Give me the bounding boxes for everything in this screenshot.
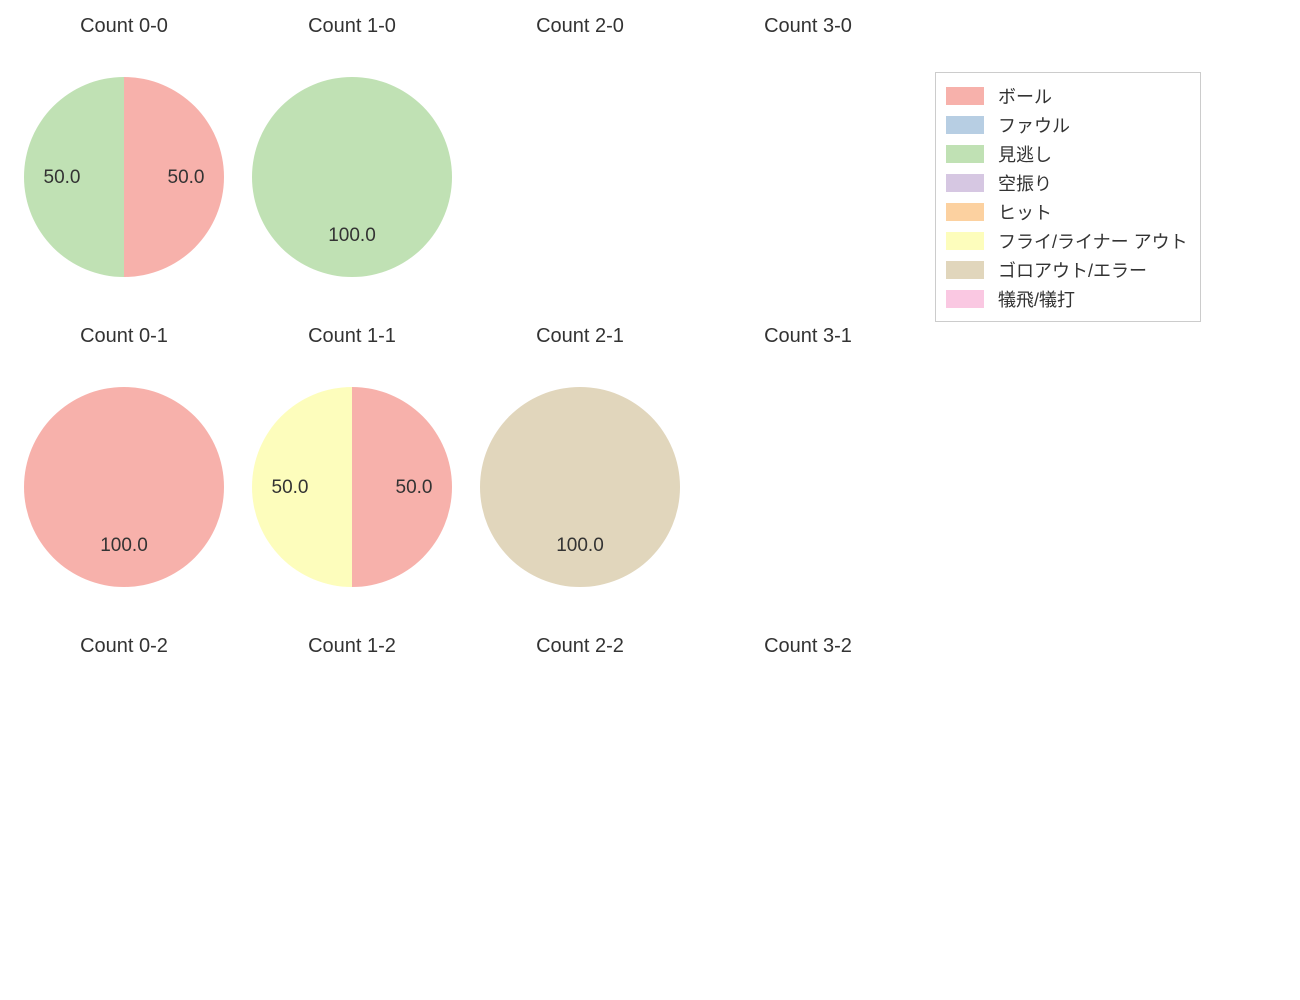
legend-swatch	[946, 116, 984, 134]
legend-label: 空振り	[998, 170, 1052, 196]
pie-wrap: 50.0 50.0	[252, 387, 452, 587]
pie-wrap	[708, 387, 908, 587]
chart-cell: Count 1-2	[238, 620, 466, 930]
cell-title: Count 1-0	[238, 15, 466, 38]
pie-value-label: 100.0	[556, 535, 604, 556]
pie-chart: 100.0	[24, 387, 224, 587]
chart-cell: Count 2-1 100.0	[466, 310, 694, 620]
legend-row: ボール	[946, 81, 1188, 110]
pie-wrap	[480, 77, 680, 277]
cell-title: Count 0-2	[10, 635, 238, 658]
chart-cell: Count 3-0	[694, 0, 922, 310]
pie-wrap: 50.0 50.0	[24, 77, 224, 277]
legend-swatch	[946, 203, 984, 221]
pie-value-label: 50.0	[168, 167, 205, 188]
legend-row: フライ/ライナー アウト	[946, 226, 1188, 255]
legend-swatch	[946, 174, 984, 192]
cell-title: Count 0-1	[10, 325, 238, 348]
chart-cell: Count 3-1	[694, 310, 922, 620]
cell-title: Count 3-2	[694, 635, 922, 658]
pie-chart: 50.0 50.0	[252, 387, 452, 587]
pie-chart: 50.0 50.0	[24, 77, 224, 277]
pie-chart	[708, 697, 908, 897]
chart-cell: Count 2-2	[466, 620, 694, 930]
pie-value-label: 50.0	[44, 167, 81, 188]
legend-label: フライ/ライナー アウト	[998, 228, 1188, 254]
legend-row: ヒット	[946, 197, 1188, 226]
legend-swatch	[946, 232, 984, 250]
pie-chart	[480, 697, 680, 897]
legend-swatch	[946, 145, 984, 163]
chart-cell: Count 3-2	[694, 620, 922, 930]
pie-value-label: 50.0	[272, 477, 309, 498]
pie-chart	[708, 77, 908, 277]
pie-value-label: 50.0	[396, 477, 433, 498]
legend-swatch	[946, 87, 984, 105]
pie-chart: 100.0	[252, 77, 452, 277]
pie-chart	[708, 387, 908, 587]
pie-wrap	[708, 697, 908, 897]
legend-row: 犠飛/犠打	[946, 284, 1188, 313]
pie-value-label: 100.0	[100, 535, 148, 556]
legend-row: ファウル	[946, 110, 1188, 139]
legend-label: 見逃し	[998, 141, 1052, 167]
legend-row: ゴロアウト/エラー	[946, 255, 1188, 284]
chart-cell: Count 0-1 100.0	[10, 310, 238, 620]
pie-wrap: 100.0	[252, 77, 452, 277]
pie-slice	[24, 387, 224, 587]
chart-cell: Count 2-0	[466, 0, 694, 310]
pie-wrap	[480, 697, 680, 897]
pie-chart	[252, 697, 452, 897]
chart-cell: Count 1-1 50.0 50.0	[238, 310, 466, 620]
chart-cell: Count 0-0 50.0 50.0	[10, 0, 238, 310]
pie-wrap	[24, 697, 224, 897]
legend-swatch	[946, 261, 984, 279]
cell-title: Count 3-1	[694, 325, 922, 348]
legend: ボールファウル見逃し空振りヒットフライ/ライナー アウトゴロアウト/エラー犠飛/…	[935, 72, 1201, 322]
pie-wrap	[708, 77, 908, 277]
chart-grid-container: Count 0-0 50.0 50.0 Count 1-0 100.0 Count 2-0…	[0, 0, 1300, 1000]
cell-title: Count 2-2	[466, 635, 694, 658]
cell-title: Count 0-0	[10, 15, 238, 38]
legend-label: ゴロアウト/エラー	[998, 257, 1147, 283]
pie-slice	[252, 77, 452, 277]
legend-row: 空振り	[946, 168, 1188, 197]
pie-chart	[480, 77, 680, 277]
pie-chart: 100.0	[480, 387, 680, 587]
pie-chart	[24, 697, 224, 897]
legend-row: 見逃し	[946, 139, 1188, 168]
pie-slice	[480, 387, 680, 587]
legend-label: 犠飛/犠打	[998, 286, 1075, 312]
legend-label: ヒット	[998, 199, 1052, 225]
cell-title: Count 2-0	[466, 15, 694, 38]
pie-wrap: 100.0	[480, 387, 680, 587]
cell-title: Count 3-0	[694, 15, 922, 38]
legend-swatch	[946, 290, 984, 308]
chart-cell: Count 0-2	[10, 620, 238, 930]
cell-title: Count 1-1	[238, 325, 466, 348]
cell-title: Count 2-1	[466, 325, 694, 348]
legend-label: ボール	[998, 83, 1052, 109]
chart-cell: Count 1-0 100.0	[238, 0, 466, 310]
pie-wrap: 100.0	[24, 387, 224, 587]
legend-label: ファウル	[998, 112, 1070, 138]
cell-title: Count 1-2	[238, 635, 466, 658]
pie-wrap	[252, 697, 452, 897]
pie-value-label: 100.0	[328, 225, 376, 246]
